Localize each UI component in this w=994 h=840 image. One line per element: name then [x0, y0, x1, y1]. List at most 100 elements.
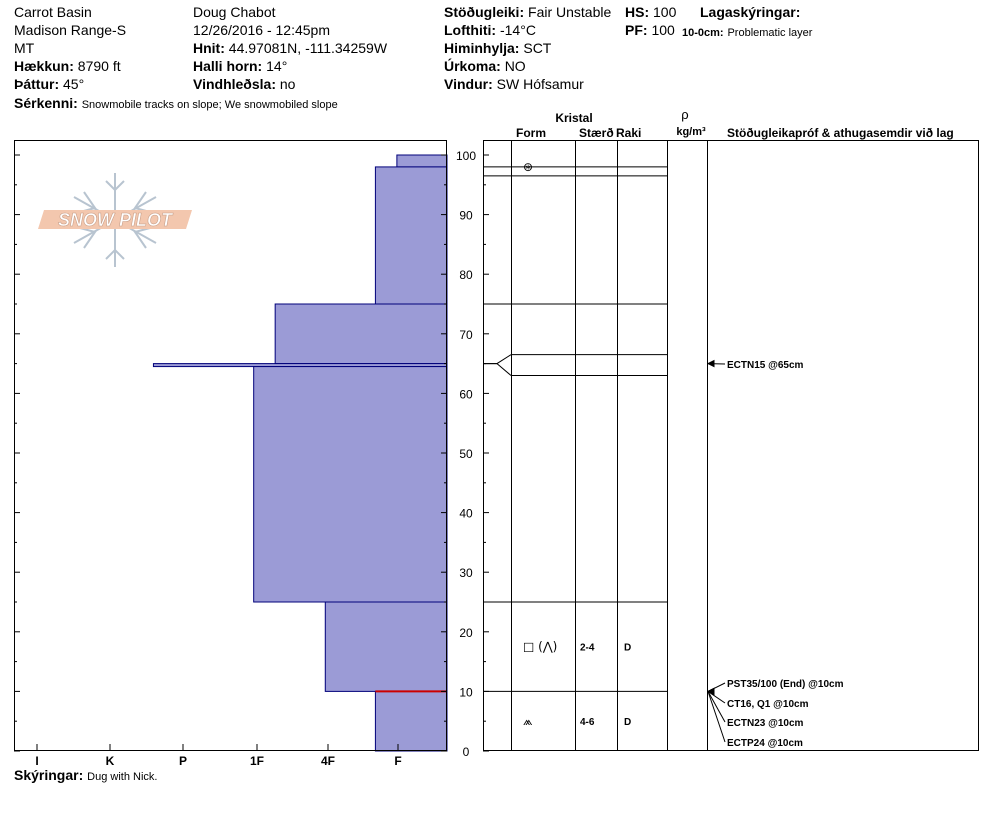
state: MT — [14, 40, 35, 56]
layer-bar — [253, 366, 448, 603]
moisture-header: Raki — [616, 126, 641, 140]
depth-tick-label: 100 — [456, 149, 476, 163]
legend-depth: 10-0cm: — [682, 27, 724, 39]
stability-value: Fair Unstable — [528, 4, 612, 20]
layer-bar — [324, 601, 448, 692]
stability-test-label: ECTP24 @10cm — [727, 738, 803, 749]
crystal-header: Kristal — [555, 111, 592, 125]
test-arrow-line — [707, 691, 726, 743]
boundary-connector — [483, 354, 512, 365]
wind-label: Vindur: — [444, 76, 493, 92]
hardness-tick-label: K — [106, 754, 115, 768]
location: Carrot Basin — [14, 4, 92, 20]
hardness-tick-label: 1F — [250, 754, 264, 768]
air-temp-label: Lofthiti: — [444, 22, 497, 38]
hs-value: 100 — [653, 4, 677, 20]
depth-tick-label: 40 — [459, 507, 473, 521]
wind-loading-row: Vindhleðsla: no — [193, 76, 295, 92]
depth-tick-label: 20 — [459, 626, 473, 640]
notes-value: Dug with Nick. — [87, 771, 158, 783]
coords-value: 44.97081N, -111.34259W — [228, 40, 388, 56]
elevation-value: 8790 ft — [77, 58, 121, 74]
depth-tick-label: 60 — [459, 387, 473, 401]
aspect-label: Þáttur: — [14, 76, 60, 92]
form-header: Form — [516, 126, 546, 140]
stability-test-label: ECTN23 @10cm — [727, 718, 804, 729]
legend-row: 10-0cm: Problematic layer — [682, 23, 812, 41]
layer-bar — [274, 303, 448, 365]
test-arrow-line — [707, 691, 726, 723]
depth-tick-label: 70 — [459, 328, 473, 342]
hardness-tick-label: I — [35, 754, 38, 768]
crystal-form: ⊛ — [523, 160, 533, 174]
aspect-value: 45° — [63, 76, 85, 92]
hardness-tick-label: F — [394, 754, 401, 768]
depth-tick-label: 80 — [459, 268, 473, 282]
profile-table: ⊛ □ (⋀) 2-4 D ⩕ 4-6 D ECTN15 @65cm PST35/100 (E… — [483, 140, 979, 752]
density-unit-header: kg/m³ — [676, 126, 706, 138]
stability-row: Stöðugleiki: Fair Unstable — [444, 4, 611, 20]
crystal-form: □ (⋀) — [523, 640, 557, 654]
snowpilot-logo: SNOW PILOT — [38, 173, 192, 267]
features-value: Snowmobile tracks on slope; We snowmobil… — [81, 99, 338, 111]
crystal-moisture: D — [624, 643, 631, 654]
hardness-tick-label: 4F — [321, 754, 335, 768]
sky-row: Himinhylja: SCT — [444, 40, 551, 56]
depth-tick-label: 30 — [459, 566, 473, 580]
notes-label: Skýringar: — [14, 767, 84, 783]
depth-tick-label: 10 — [459, 685, 473, 699]
slope-row: Halli horn: 14° — [193, 58, 287, 74]
size-header: Stærð — [579, 126, 614, 140]
pf-label: PF: — [625, 22, 648, 38]
air-temp-row: Lofthiti: -14°C — [444, 22, 536, 38]
depth-tick-label: 50 — [459, 447, 473, 461]
wind-loading-label: Vindhleðsla: — [193, 76, 276, 92]
elevation-row: Hækkun: 8790 ft — [14, 58, 121, 74]
wind-row: Vindur: SW Hófsamur — [444, 76, 584, 92]
legend-text: Problematic layer — [727, 27, 813, 39]
table-frame — [483, 140, 979, 751]
crystal-form: ⩕ — [523, 714, 533, 728]
stability-test-label: PST35/100 (End) @10cm — [727, 679, 844, 690]
coords-label: Hnit: — [193, 40, 225, 56]
slope-value: 14° — [266, 58, 288, 74]
aspect-row: Þáttur: 45° — [14, 76, 84, 92]
sky-label: Himinhylja: — [444, 40, 520, 56]
coords-row: Hnit: 44.97081N, -111.34259W — [193, 40, 387, 56]
pf-value: 100 — [651, 22, 675, 38]
crystal-size: 2-4 — [580, 643, 595, 654]
datetime: 12/26/2016 - 12:45pm — [193, 22, 330, 38]
layer-bar — [374, 166, 448, 305]
features-row: Sérkenni: Snowmobile tracks on slope; We… — [14, 95, 338, 113]
precip-value: NO — [504, 58, 526, 74]
depth-tick-label: 0 — [463, 745, 470, 759]
crystal-moisture: D — [624, 717, 631, 728]
slope-label: Halli horn: — [193, 58, 263, 74]
precip-row: Úrkoma: NO — [444, 58, 526, 74]
hardness-plot-frame — [14, 140, 447, 751]
crystal-size: 4-6 — [580, 717, 595, 728]
pf-row: PF: 100 — [625, 22, 675, 38]
wind-loading-value: no — [279, 76, 296, 92]
sky-value: SCT — [523, 40, 552, 56]
tests-header: Stöðugleikapróf & athugasemdir við lag — [727, 126, 954, 140]
stability-label: Stöðugleiki: — [444, 4, 525, 20]
air-temp-value: -14°C — [499, 22, 536, 38]
hs-label: HS: — [625, 4, 650, 20]
layer-bar — [374, 690, 448, 752]
hs-row: HS: 100 — [625, 4, 676, 20]
test-arrow-head — [707, 687, 715, 696]
wind-value: SW Hófsamur — [496, 76, 584, 92]
logo-text: SNOW PILOT — [58, 210, 174, 230]
stability-test-label: ECTN15 @65cm — [727, 360, 804, 371]
hardness-plot: I K P 1F 4F F — [14, 140, 448, 768]
rho-header: ρ — [681, 107, 688, 122]
elevation-label: Hækkun: — [14, 58, 74, 74]
stability-test-label: CT16, Q1 @10cm — [727, 699, 809, 710]
boundary-connector — [483, 363, 512, 376]
mountain-range: Madison Range-S — [14, 22, 127, 38]
precip-label: Úrkoma: — [444, 58, 501, 74]
depth-tick-label: 90 — [459, 209, 473, 223]
features-label: Sérkenni: — [14, 95, 78, 111]
